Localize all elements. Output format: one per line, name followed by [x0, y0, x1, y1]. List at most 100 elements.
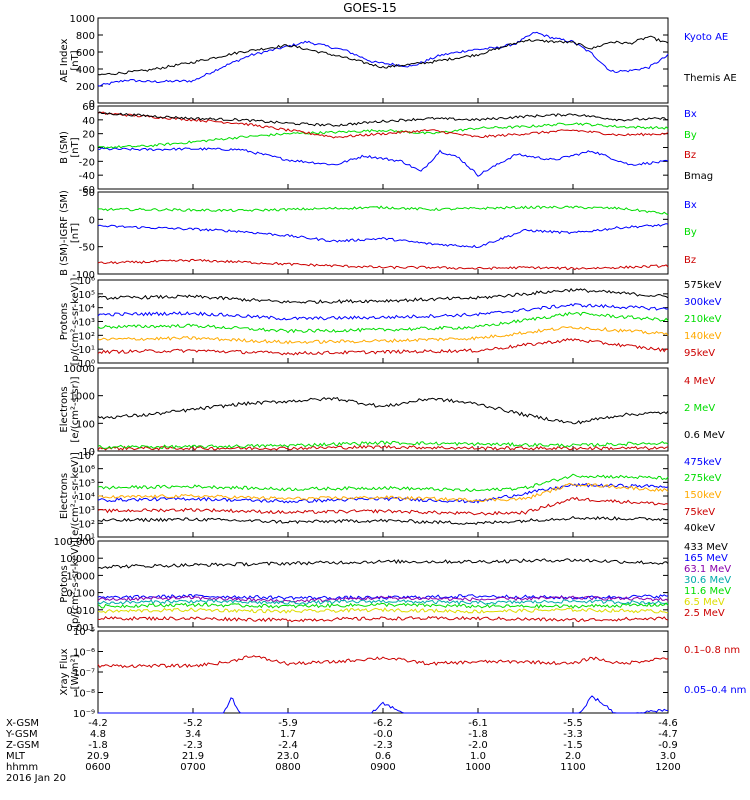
- y-tick-label: -40: [79, 171, 95, 182]
- y-axis-label: Xray Flux[W/m²]: [59, 648, 81, 695]
- time-row-label: 2016 Jan 20: [6, 773, 66, 784]
- series-line-by: [98, 205, 669, 216]
- series-line-433-mev: [97, 558, 669, 569]
- series-line-4-mev: [97, 444, 669, 451]
- y-tick-label: 10³: [78, 318, 95, 329]
- time-row-value: -6.1: [468, 718, 488, 729]
- y-tick-label: 10: [82, 447, 95, 458]
- time-tick-label: 0700: [180, 762, 205, 773]
- y-tick-label: 800: [76, 31, 95, 42]
- time-row-value: 3.0: [660, 751, 676, 762]
- legend-label: 2.5 MeV: [684, 608, 725, 619]
- y-axis-label: AE Index[nT]: [59, 38, 81, 82]
- legend-label: 165 MeV: [684, 553, 728, 564]
- y-tick-label: 400: [76, 65, 95, 76]
- series-line-40kev: [97, 515, 669, 526]
- time-row-value: 3.4: [185, 729, 201, 740]
- y-tick-label: 40: [82, 116, 95, 127]
- series-line-0-05-0-4-nm: [98, 695, 669, 714]
- y-tick-label: -20: [79, 157, 95, 168]
- legend-label: By: [684, 227, 697, 238]
- time-row-value: -1.8: [88, 740, 108, 751]
- legend-label: Bx: [684, 200, 697, 211]
- y-tick-label: 10⁴: [78, 492, 95, 503]
- time-row-value: -0.9: [658, 740, 678, 751]
- legend-label: 4 MeV: [684, 376, 715, 387]
- time-row-value: 21.9: [182, 751, 204, 762]
- legend-label: Kyoto AE: [684, 32, 728, 43]
- y-tick-label: 10⁴: [78, 304, 95, 315]
- y-tick-label: 10¹: [78, 345, 95, 356]
- y-tick-label: 600: [76, 48, 95, 59]
- series-line-bmag: [97, 111, 669, 127]
- legend-label: 30.6 MeV: [684, 575, 731, 586]
- y-tick-label: 0.010: [66, 606, 95, 617]
- time-row-label: MLT: [6, 751, 26, 762]
- panel-b_igrf: -100 -50 0 50B (SM)-IGRF (SM)[nT] Bx By Bz: [59, 188, 697, 281]
- time-row-label: hhmm: [6, 762, 38, 773]
- time-tick-label: 1200: [655, 762, 680, 773]
- y-tick-label: -60: [79, 185, 95, 196]
- y-tick-label: 60: [82, 102, 95, 113]
- series-line-2-mev: [97, 440, 669, 450]
- y-axis-label: Protons[p/(cm²-s-sr-keV)]: [59, 278, 81, 366]
- panel-protons_high: 0.001 0.010 0.100 1.000 10.000 100.000Protons…: [54, 537, 732, 634]
- y-tick-label: 10⁻⁷: [73, 668, 95, 679]
- series-line-themis-ae: [97, 35, 669, 76]
- y-tick-label: 0: [89, 215, 95, 226]
- legend-label: Themis AE: [683, 73, 737, 84]
- series-line-75kev: [97, 496, 669, 516]
- y-tick-label: 10⁵: [78, 478, 95, 489]
- y-tick-label: 10⁻⁸: [73, 689, 95, 700]
- y-tick-label: 10⁵: [78, 290, 95, 301]
- time-row-value: 1.7: [280, 729, 296, 740]
- series-line-bz: [97, 111, 669, 139]
- legend-label: 6.5 MeV: [684, 597, 725, 608]
- time-row-label: Z-GSM: [6, 740, 39, 751]
- time-row-value: 0.6: [375, 751, 391, 762]
- series-line-bz: [97, 258, 669, 271]
- series-line-575kev: [97, 287, 669, 304]
- legend-label: By: [684, 130, 697, 141]
- y-axis-label: B (SM)-IGRF (SM)[nT]: [59, 190, 81, 276]
- time-row-value: -5.9: [278, 718, 298, 729]
- legend-label: 0.6 MeV: [684, 430, 725, 441]
- y-tick-label: 1.000: [66, 571, 95, 582]
- y-tick-label: 10⁶: [78, 276, 95, 287]
- y-tick-label: 0: [89, 144, 95, 155]
- time-row-value: -2.4: [278, 740, 298, 751]
- y-tick-label: 0: [89, 99, 95, 110]
- legend-label: 0.05–0.4 nm: [684, 685, 746, 696]
- y-tick-label: 10⁻⁶: [73, 648, 95, 659]
- y-tick-label: 1000: [70, 14, 95, 25]
- y-tick-label: 20: [82, 130, 95, 141]
- legend-label: Bz: [684, 150, 696, 161]
- legend-label: 275keV: [684, 473, 722, 484]
- time-row-value: -4.7: [658, 729, 678, 740]
- time-row-value: 23.0: [277, 751, 299, 762]
- series-line-165-mev: [97, 593, 668, 601]
- plot-title: GOES-15: [343, 1, 397, 15]
- legend-label: 0.1–0.8 nm: [684, 645, 740, 656]
- y-tick-label: 10³: [78, 506, 95, 517]
- y-axis-label: Electrons[e/(cm²-s-sr-keV)]: [59, 452, 81, 540]
- legend-label: 150keV: [684, 490, 722, 501]
- panel-xray: 10⁻⁹ 10⁻⁸ 10⁻⁷ 10⁻⁶ 10⁻⁵ Xray Flux[W/m²] 0.1–0…: [59, 627, 746, 720]
- y-axis-label: Protons[p/(cm²-s-sr-keV)]: [59, 540, 81, 628]
- series-line-150kev: [97, 482, 669, 503]
- y-tick-label: 10.000: [60, 554, 95, 565]
- y-tick-label: 100: [76, 419, 95, 430]
- panel-electrons_kev: 10¹ 10² 10³ 10⁴ 10⁵ 10⁶ 10⁷Electrons[e/(cm²-s-…: [59, 451, 722, 544]
- time-tick-label: 0900: [370, 762, 395, 773]
- series-line-63-1-mev: [97, 595, 669, 604]
- y-tick-label: 10²: [78, 331, 95, 342]
- series-line-2-5-mev: [97, 615, 669, 623]
- y-axis-label: B (SM)[nT]: [59, 131, 81, 164]
- time-row-value: -3.3: [563, 729, 583, 740]
- time-row-value: -1.8: [468, 729, 488, 740]
- series-line-11-6-mev: [97, 602, 669, 610]
